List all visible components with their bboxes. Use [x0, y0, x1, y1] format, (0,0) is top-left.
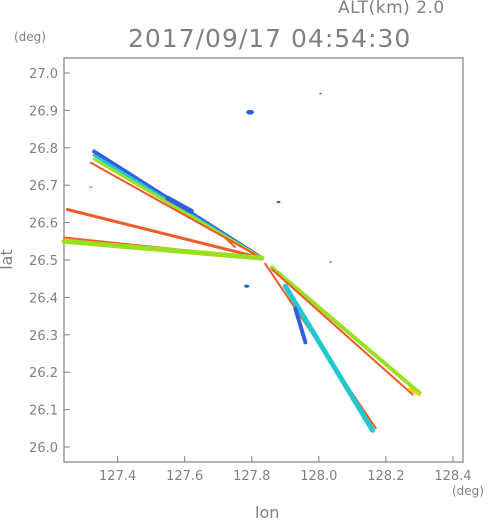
y-tick-label: 26.9: [29, 104, 58, 119]
y-tick-label: 26.1: [29, 404, 58, 419]
x-tick-label: 128.4: [434, 469, 471, 484]
y-tick-label: 26.5: [29, 254, 58, 269]
echo-stroke: [270, 268, 414, 396]
y-tick-label: 27.0: [29, 67, 58, 82]
y-tick-label: 26.0: [29, 441, 58, 456]
y-tick-label: 26.2: [29, 366, 58, 381]
echo-blob: [329, 261, 332, 263]
y-axis-unit: (deg): [14, 30, 46, 44]
y-tick-label: 26.6: [29, 217, 58, 232]
x-tick-label: 127.8: [233, 469, 270, 484]
echo-stroke: [293, 306, 308, 345]
echo-stroke: [61, 238, 265, 261]
plot-frame: [63, 57, 464, 463]
y-tick-label: 26.4: [29, 291, 58, 306]
echo-stroke: [65, 208, 264, 260]
data-marks: [61, 92, 422, 433]
x-tick-label: 127.6: [166, 469, 203, 484]
x-tick-label: 128.0: [300, 469, 337, 484]
altitude-label: ALT(km) 2.0: [338, 0, 445, 18]
echo-blob: [89, 186, 93, 188]
x-axis-label: lon: [255, 503, 280, 522]
echo-stroke: [89, 161, 263, 260]
x-tick-label: 128.2: [367, 469, 404, 484]
axis-ticks: 127.4 127.6 127.8 128.0 128.2 128.4 26.0 26.1 26…: [29, 67, 472, 484]
echo-stroke: [165, 195, 194, 214]
echo-stroke: [269, 265, 422, 395]
echo-blob: [246, 109, 254, 115]
echo-stroke: [407, 387, 421, 397]
echo-stroke: [223, 236, 236, 248]
y-tick-label: 26.3: [29, 329, 58, 344]
echo-blob: [276, 200, 281, 204]
x-tick-label: 127.4: [99, 469, 136, 484]
x-axis-unit: (deg): [452, 484, 484, 498]
echo-blob: [244, 284, 250, 288]
echo-blob: [319, 92, 322, 95]
y-tick-label: 26.7: [29, 179, 58, 194]
echo-stroke: [282, 283, 375, 433]
y-tick-label: 26.8: [29, 142, 58, 157]
timestamp-title: 2017/09/17 04:54:30: [128, 24, 412, 53]
